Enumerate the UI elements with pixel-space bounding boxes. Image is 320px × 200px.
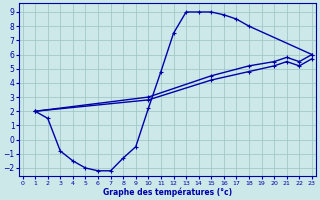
- X-axis label: Graphe des températures (°c): Graphe des températures (°c): [103, 187, 232, 197]
